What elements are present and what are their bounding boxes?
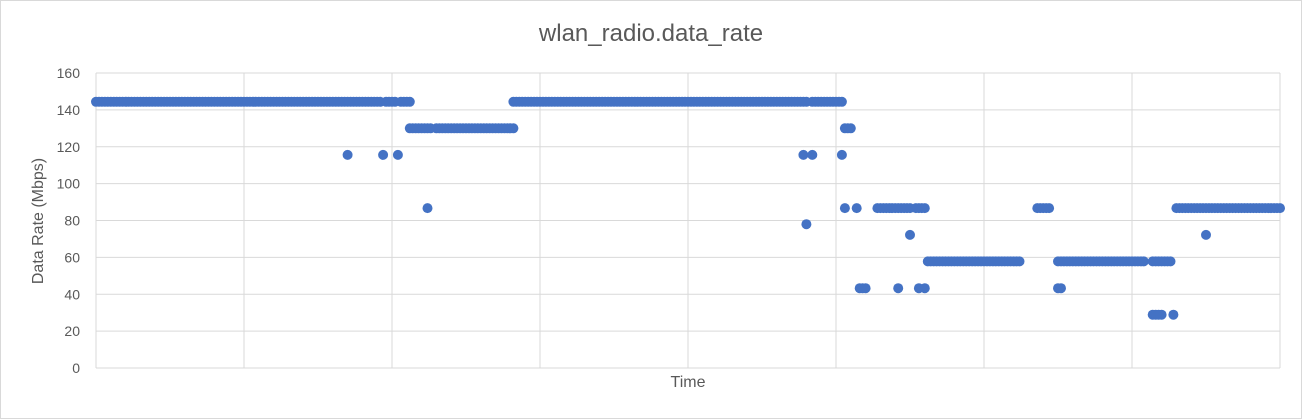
- gridlines: [95, 72, 1281, 369]
- data-point: [919, 203, 930, 214]
- data-point: [836, 149, 847, 160]
- data-point: [919, 283, 930, 294]
- data-point: [1156, 309, 1167, 320]
- y-tick-label: 40: [64, 286, 80, 302]
- data-point: [1138, 256, 1149, 267]
- y-tick-label: 140: [57, 102, 81, 118]
- data-point: [404, 96, 415, 107]
- data-point: [378, 149, 389, 160]
- data-point: [893, 283, 904, 294]
- data-point: [1014, 256, 1025, 267]
- y-axis-label: Data Rate (Mbps): [30, 158, 47, 284]
- data-point: [839, 203, 850, 214]
- y-tick-label: 120: [57, 139, 81, 155]
- data-point: [845, 123, 856, 134]
- y-tick-label: 100: [57, 176, 81, 192]
- data-point: [342, 149, 353, 160]
- data-point: [508, 123, 519, 134]
- y-tick-label: 0: [72, 360, 80, 376]
- data-point: [392, 149, 403, 160]
- data-points: [91, 96, 1285, 320]
- data-point: [1165, 256, 1176, 267]
- data-point: [1168, 309, 1179, 320]
- data-point: [1201, 229, 1211, 240]
- y-tick-label: 160: [57, 65, 81, 81]
- y-tick-label: 80: [64, 213, 80, 229]
- data-point: [1044, 203, 1055, 214]
- y-tick-label: 60: [64, 249, 80, 265]
- data-point: [801, 219, 812, 230]
- data-point: [422, 203, 433, 214]
- data-point: [1275, 203, 1285, 214]
- chart-title: wlan_radio.data_rate: [538, 20, 763, 47]
- y-tick-label: 20: [64, 323, 80, 339]
- data-point: [807, 149, 818, 160]
- data-point: [851, 203, 862, 214]
- data-point: [798, 149, 809, 160]
- y-axis-ticks: 0 20 40 60 80 100 120 140 160: [57, 65, 81, 376]
- data-point: [860, 283, 871, 294]
- data-point: [905, 229, 915, 240]
- data-point: [1056, 283, 1066, 294]
- x-axis-label: Time: [671, 374, 706, 391]
- data-point: [836, 96, 847, 107]
